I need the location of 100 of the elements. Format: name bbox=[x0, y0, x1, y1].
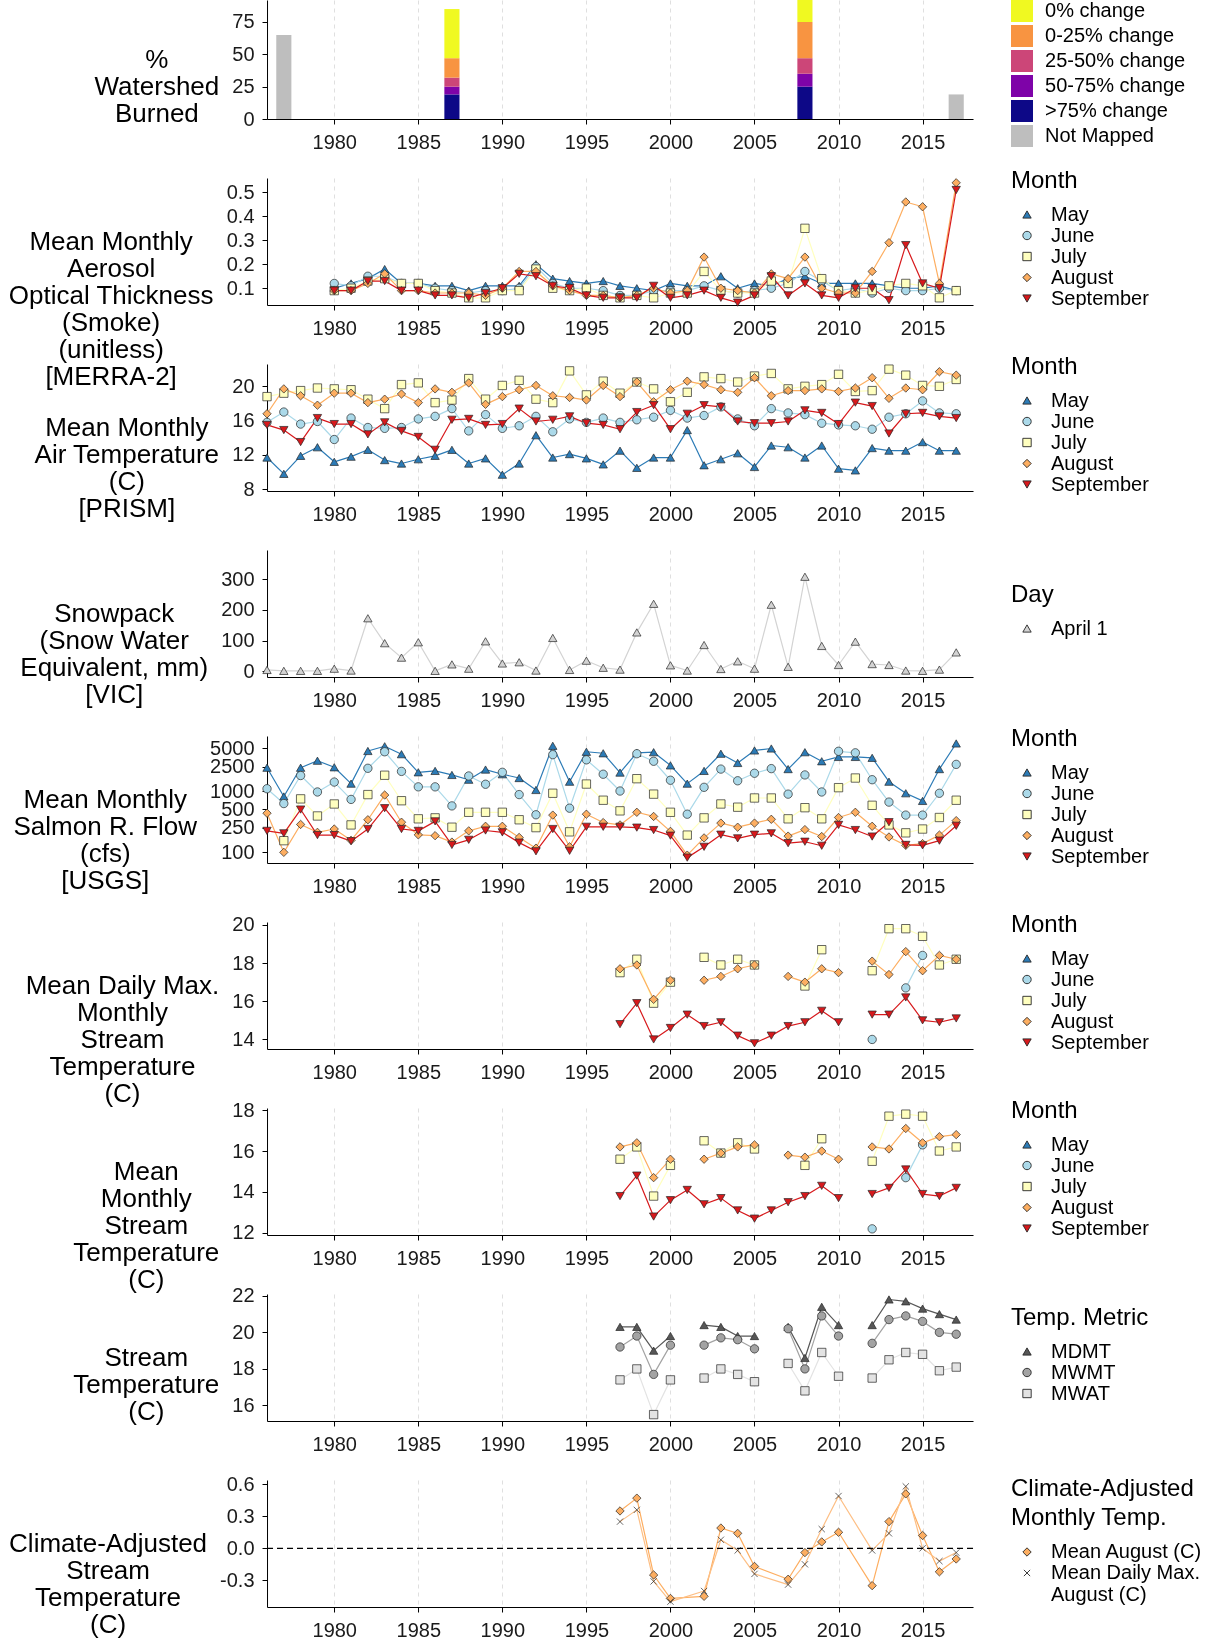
y-tick-label: 8 bbox=[243, 477, 255, 500]
y-tick-label: 12 bbox=[232, 443, 255, 466]
y-tick-label: 18 bbox=[232, 1098, 255, 1121]
y-tick-label: 100 bbox=[221, 629, 255, 652]
x-tick-label: 2005 bbox=[732, 1246, 778, 1269]
legend-label: >75% change bbox=[1045, 99, 1168, 121]
x-tick-label: 2010 bbox=[816, 1618, 862, 1638]
legend-title: Climate-Adjusted Monthly Temp. bbox=[1011, 1474, 1194, 1530]
x-tick-label: 2005 bbox=[732, 1432, 778, 1455]
x-tick-label: 1990 bbox=[480, 316, 526, 339]
x-tick-label: 1995 bbox=[564, 130, 610, 153]
x-tick-label: 1995 bbox=[564, 1246, 610, 1269]
y-tick-label: 0.6 bbox=[226, 1472, 255, 1495]
x-tick-label: 2010 bbox=[816, 1246, 862, 1269]
x-tick-label: 1985 bbox=[396, 316, 442, 339]
legend-label: Not Mapped bbox=[1045, 124, 1154, 146]
y-axis-title: Mean Monthly Aerosol Optical Thickness (Smoke) (unitless) [MERRA-2] bbox=[8, 226, 214, 391]
legend-label: May bbox=[1051, 946, 1089, 969]
x-tick-label: 2005 bbox=[732, 1060, 778, 1083]
x-tick-label: 2000 bbox=[648, 130, 694, 153]
legend-label: May bbox=[1051, 388, 1089, 411]
legend-label: May bbox=[1051, 202, 1089, 225]
x-tick-label: 2010 bbox=[816, 502, 862, 525]
legend-label: 25-50% change bbox=[1045, 49, 1186, 71]
legend-label: July bbox=[1051, 1174, 1087, 1197]
x-tick-label: 1990 bbox=[480, 1618, 526, 1638]
y-tick-label: 25 bbox=[232, 75, 255, 98]
x-tick-label: 1985 bbox=[396, 874, 442, 897]
legend-label: 50-75% change bbox=[1045, 74, 1186, 96]
legend-title: Temp. Metric bbox=[1011, 1302, 1149, 1330]
y-tick-label: 16 bbox=[232, 1393, 255, 1416]
x-tick-label: 2010 bbox=[816, 1060, 862, 1083]
y-tick-label: 0.4 bbox=[226, 204, 255, 227]
x-tick-label: 1990 bbox=[480, 502, 526, 525]
x-tick-label: 2015 bbox=[900, 1246, 946, 1269]
legend-title: Month bbox=[1011, 165, 1078, 193]
legend-label: April 1 bbox=[1051, 616, 1108, 639]
y-tick-label: 75 bbox=[232, 10, 255, 33]
y-tick-label: 0.3 bbox=[226, 228, 255, 251]
x-tick-label: 1990 bbox=[480, 688, 526, 711]
legend-label: May bbox=[1051, 1132, 1089, 1155]
legend-label: Mean Daily Max. August (C) bbox=[1051, 1561, 1200, 1605]
x-tick-label: 2015 bbox=[900, 1432, 946, 1455]
y-axis-title: Snowpack (Snow Water Equivalent, mm) [VIC] bbox=[20, 598, 209, 709]
x-tick-label: 2005 bbox=[732, 316, 778, 339]
y-tick-label: -0.3 bbox=[220, 1568, 255, 1591]
x-tick-label: 2005 bbox=[732, 1618, 778, 1638]
x-tick-label: 1995 bbox=[564, 1618, 610, 1638]
x-tick-label: 2015 bbox=[900, 316, 946, 339]
legend-label: 0-25% change bbox=[1045, 24, 1174, 46]
x-tick-label: 2010 bbox=[816, 688, 862, 711]
y-tick-label: 0.0 bbox=[226, 1536, 255, 1559]
y-tick-label: 20 bbox=[232, 913, 255, 936]
legend-label: 0% change bbox=[1045, 0, 1146, 21]
x-tick-label: 1990 bbox=[480, 874, 526, 897]
legend-label: MWMT bbox=[1051, 1360, 1116, 1383]
legend-label: July bbox=[1051, 430, 1087, 453]
y-tick-label: 14 bbox=[232, 1180, 255, 1203]
y-tick-label: 16 bbox=[232, 409, 255, 432]
legend-title: Month bbox=[1011, 909, 1078, 937]
y-axis-title: Mean Monthly Stream Temperature (C) bbox=[73, 1156, 220, 1294]
legend-label: Mean August (C) bbox=[1051, 1540, 1202, 1562]
y-tick-label: 14 bbox=[232, 1027, 255, 1050]
x-tick-label: 2015 bbox=[900, 1060, 946, 1083]
x-tick-label: 2000 bbox=[648, 1246, 694, 1269]
x-tick-label: 1980 bbox=[312, 130, 357, 153]
x-tick-label: 1995 bbox=[564, 316, 610, 339]
y-tick-label: 0.2 bbox=[226, 252, 255, 275]
x-tick-label: 2005 bbox=[732, 130, 778, 153]
x-tick-label: 2010 bbox=[816, 316, 862, 339]
x-tick-label: 1985 bbox=[396, 1060, 442, 1083]
x-tick-label: 1985 bbox=[396, 130, 442, 153]
x-tick-label: 2000 bbox=[648, 316, 694, 339]
x-tick-label: 1985 bbox=[396, 688, 442, 711]
x-tick-label: 2000 bbox=[648, 688, 694, 711]
y-tick-label: 0.3 bbox=[226, 1504, 255, 1527]
legend-label: July bbox=[1051, 988, 1087, 1011]
y-tick-label: 200 bbox=[221, 598, 255, 621]
x-tick-label: 1980 bbox=[312, 1432, 357, 1455]
x-tick-label: 2000 bbox=[648, 874, 694, 897]
x-tick-label: 2015 bbox=[900, 874, 946, 897]
x-tick-label: 1990 bbox=[480, 1060, 526, 1083]
y-axis-title: Stream Temperature (C) bbox=[73, 1342, 220, 1426]
x-tick-label: 1980 bbox=[312, 874, 357, 897]
y-axis-title: Climate-Adjusted Stream Temperature (C) bbox=[9, 1528, 208, 1638]
x-tick-label: 1980 bbox=[312, 1060, 357, 1083]
x-tick-label: 2015 bbox=[900, 130, 946, 153]
x-tick-label: 1985 bbox=[396, 1246, 442, 1269]
x-tick-label: 1990 bbox=[480, 130, 526, 153]
x-tick-label: 1985 bbox=[396, 502, 442, 525]
x-tick-label: 2015 bbox=[900, 688, 946, 711]
legend-label: July bbox=[1051, 244, 1087, 267]
y-axis-title: Mean Monthly Salmon R. Flow (cfs) [USGS] bbox=[13, 784, 198, 895]
y-tick-label: 18 bbox=[232, 1357, 255, 1380]
y-tick-label: 12 bbox=[232, 1221, 255, 1244]
x-tick-label: 2010 bbox=[816, 130, 862, 153]
y-tick-label: 22 bbox=[232, 1284, 255, 1307]
x-tick-label: 1995 bbox=[564, 688, 610, 711]
y-tick-label: 16 bbox=[232, 1139, 255, 1162]
x-tick-label: 1995 bbox=[564, 1060, 610, 1083]
